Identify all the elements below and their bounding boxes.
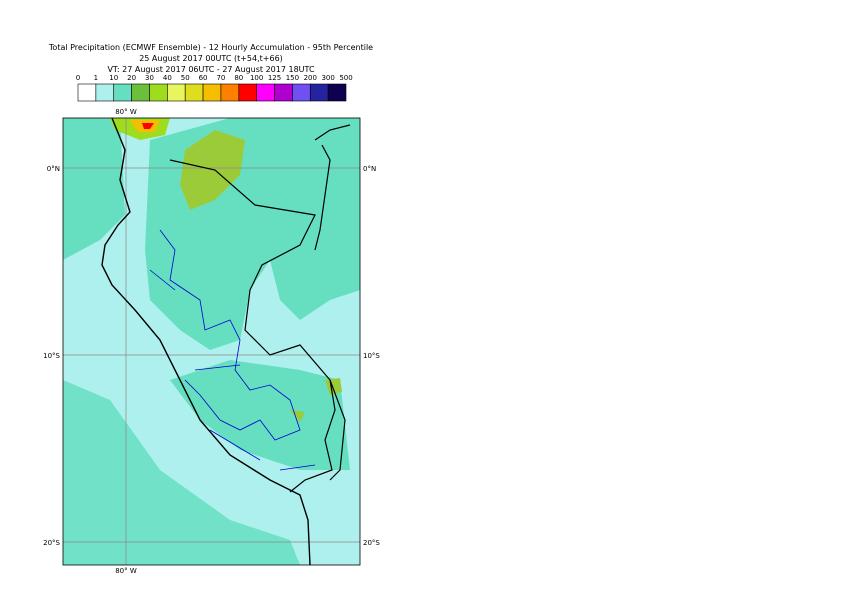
- borders: [169, 124, 351, 493]
- lat-label: 20°S: [43, 539, 60, 547]
- legend-label: 200: [304, 74, 317, 82]
- lon-label: 80° W: [115, 108, 137, 116]
- legend-label: 300: [321, 74, 334, 82]
- coastline: [101, 117, 311, 566]
- legend-swatch: [77, 83, 97, 102]
- legend-label: 20: [127, 74, 136, 82]
- lon-label: 80° W: [115, 567, 137, 575]
- legend-swatch: [220, 83, 240, 102]
- legend: 0 1 10 20 30 40 50 60 70 80 100 125 150 200 300 500: [76, 74, 353, 102]
- map-frame: [62, 117, 361, 566]
- legend-swatch: [309, 83, 329, 102]
- legend-swatch: [202, 83, 222, 102]
- lat-label: 20°S: [363, 539, 380, 547]
- legend-label: 40: [163, 74, 172, 82]
- legend-label: 50: [181, 74, 190, 82]
- legend-swatch: [95, 83, 115, 102]
- legend-swatch: [256, 83, 275, 102]
- subtitle: 25 August 2017 00UTC (t+54,t+66): [139, 54, 283, 63]
- lat-label: 0°N: [47, 165, 60, 173]
- legend-label: 70: [216, 74, 225, 82]
- legend-swatch: [131, 83, 150, 102]
- legend-label: 30: [145, 74, 154, 82]
- legend-swatch: [167, 83, 186, 102]
- legend-label: 10: [109, 74, 118, 82]
- legend-label: 100: [250, 74, 263, 82]
- legend-swatch: [274, 83, 293, 102]
- lat-label: 0°N: [363, 165, 376, 173]
- lat-label: 10°S: [43, 352, 60, 360]
- precip-area: [63, 118, 125, 260]
- legend-label: 1: [94, 74, 98, 82]
- legend-label: 0: [76, 74, 80, 82]
- legend-swatch: [327, 83, 347, 102]
- title: Total Precipitation (ECMWF Ensemble) - 1…: [48, 43, 373, 52]
- lat-label: 10°S: [363, 352, 380, 360]
- legend-swatch: [238, 83, 257, 102]
- precip-area: [142, 123, 154, 129]
- subtitle: VT: 27 August 2017 06UTC - 27 August 201…: [107, 65, 315, 74]
- precip-area: [290, 378, 342, 422]
- legend-swatch: [184, 83, 204, 102]
- legend-label: 150: [286, 74, 299, 82]
- precip-area: [63, 380, 300, 565]
- legend-swatch: [149, 83, 168, 102]
- legend-swatch: [113, 83, 132, 102]
- regions: [149, 229, 316, 471]
- legend-label: 125: [268, 74, 281, 82]
- legend-label: 60: [199, 74, 208, 82]
- legend-swatch: [292, 83, 311, 102]
- map: 80° W 80° W 0°N 0°N 10°S 10°S 20°S 20°S: [43, 108, 380, 575]
- legend-label: 80: [234, 74, 243, 82]
- precip-area: [170, 360, 350, 470]
- graticule: [63, 118, 360, 565]
- legend-label: 500: [339, 74, 352, 82]
